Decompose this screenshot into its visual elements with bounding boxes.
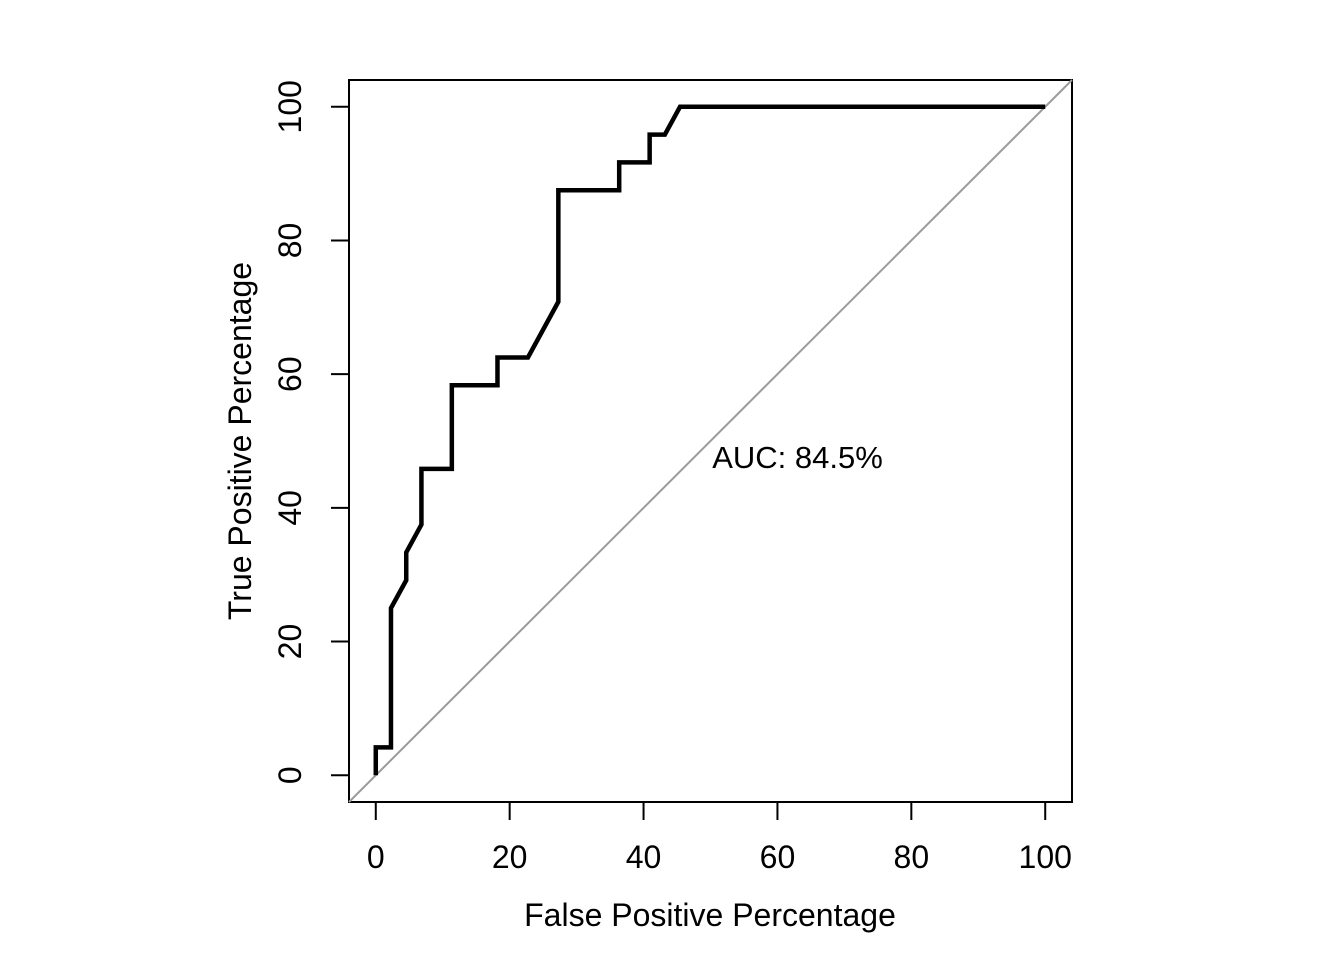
roc-curve-line: [373, 104, 1046, 776]
x-axis-tick-label: 80: [894, 839, 930, 875]
y-axis-tick-label: 80: [272, 223, 308, 259]
y-axis-tick-label: 60: [272, 356, 308, 392]
auc-annotation-text: AUC: 84.5%: [712, 440, 883, 475]
chance-diagonal-line: [348, 79, 1073, 803]
x-axis-tick-label: 20: [492, 839, 528, 875]
chart-generated-layer: 0 20 40 60 80 100 0 20 40 60 80 100: [272, 79, 1073, 875]
y-axis-tick-label: 40: [272, 490, 308, 526]
x-axis-tick-label: 40: [626, 839, 662, 875]
y-axis-tick-label: 20: [272, 624, 308, 660]
y-axis-tick-label: 0: [272, 766, 308, 784]
x-axis-tick-label: 0: [367, 839, 385, 875]
y-axis-title: True Positive Percentage: [222, 262, 258, 620]
plot-border: [348, 79, 1073, 803]
x-axis-tick-label: 60: [760, 839, 796, 875]
x-axis-title: False Positive Percentage: [524, 897, 896, 933]
y-axis-tick-label: 100: [272, 80, 308, 133]
x-axis-tick-label: 100: [1019, 839, 1072, 875]
